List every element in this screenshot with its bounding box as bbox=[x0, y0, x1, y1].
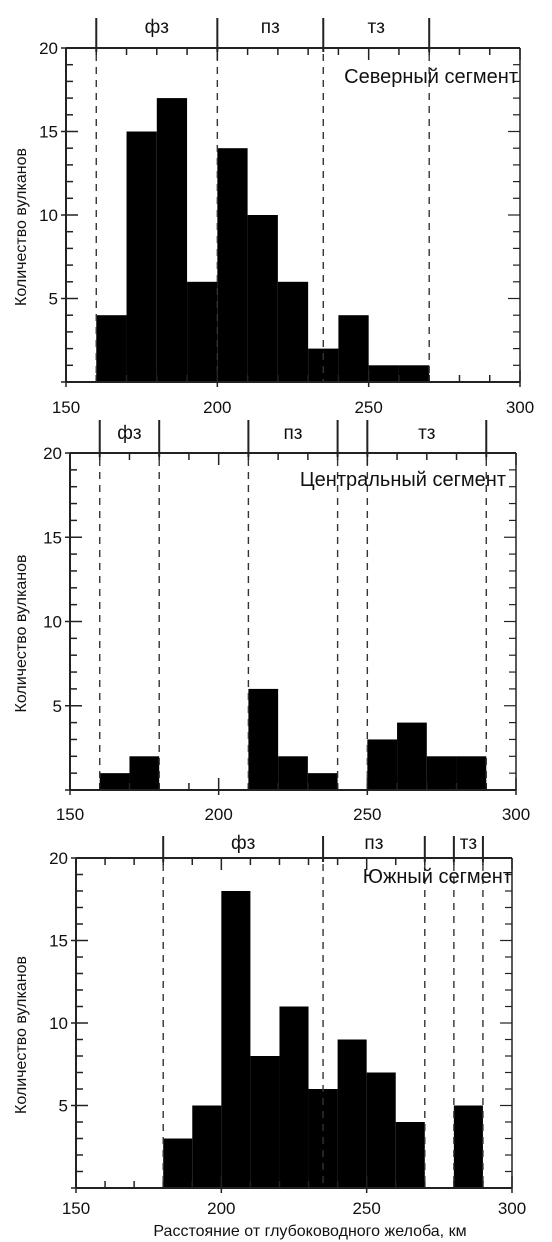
zone-label: пз bbox=[261, 17, 280, 38]
histogram-bar bbox=[338, 315, 369, 382]
y-tick-label: 10 bbox=[39, 206, 58, 225]
histogram-bar bbox=[247, 215, 278, 382]
histogram-bar bbox=[368, 365, 399, 382]
zone-label: тз bbox=[460, 833, 477, 854]
x-tick-label: 200 bbox=[204, 805, 232, 824]
histogram-bar bbox=[453, 1105, 483, 1188]
histogram-bar bbox=[192, 1105, 222, 1188]
y-axis-title: Количество вулканов bbox=[13, 148, 30, 306]
zone-label: тз bbox=[368, 17, 385, 38]
y-tick-label: 20 bbox=[43, 444, 62, 463]
histogram-bar bbox=[96, 315, 127, 382]
y-tick-label: 20 bbox=[49, 849, 68, 868]
histogram-bar bbox=[366, 1072, 396, 1188]
histogram-panel-1: фз пз тз 150 200 250 300 5 10 15 20 Количество вулк… bbox=[13, 17, 534, 417]
histogram-bar bbox=[395, 1122, 425, 1188]
histogram-bar bbox=[126, 131, 157, 382]
segment-title: Северный сегмент bbox=[344, 66, 518, 88]
histogram-bar bbox=[156, 98, 188, 382]
zone-label: фз bbox=[117, 423, 141, 444]
x-tick-label: 300 bbox=[506, 398, 534, 417]
histogram-bar bbox=[129, 756, 160, 790]
zone-label: пз bbox=[284, 423, 303, 444]
zone-label: пз bbox=[364, 833, 383, 854]
y-tick-label: 5 bbox=[53, 697, 62, 716]
histogram-bar bbox=[307, 773, 338, 790]
y-axis-title: Количество вулканов bbox=[13, 555, 30, 713]
x-tick-label: 250 bbox=[352, 1199, 380, 1218]
y-axis-title: Количество вулканов bbox=[13, 956, 30, 1114]
histogram-bar bbox=[250, 1056, 280, 1188]
histogram-bar bbox=[217, 148, 248, 382]
segment-title: Южный сегмент bbox=[363, 866, 512, 888]
x-tick-label: 300 bbox=[498, 1199, 526, 1218]
x-tick-label: 300 bbox=[502, 805, 530, 824]
histogram-bar bbox=[426, 756, 457, 790]
x-tick-label: 150 bbox=[52, 398, 80, 417]
histogram-bar bbox=[367, 739, 398, 790]
histogram-bar bbox=[337, 1039, 367, 1188]
x-tick-label: 150 bbox=[56, 805, 84, 824]
y-tick-label: 15 bbox=[39, 123, 58, 142]
y-tick-label: 5 bbox=[49, 290, 58, 309]
zone-label: фз bbox=[231, 833, 255, 854]
histogram-bar bbox=[278, 756, 308, 790]
x-axis-title: Расстояние от глубоководного желоба, км bbox=[153, 1223, 466, 1240]
y-tick-label: 10 bbox=[43, 613, 62, 632]
x-tick-label: 200 bbox=[203, 398, 231, 417]
y-tick-label: 15 bbox=[43, 528, 62, 547]
histogram-panel-3: фз пз тз 150 200 250 300 5 10 15 20 Количество вулк… bbox=[13, 833, 526, 1240]
histogram-bar bbox=[187, 281, 218, 382]
histogram-bar bbox=[456, 756, 487, 790]
y-tick-label: 15 bbox=[49, 932, 68, 951]
y-tick-label: 20 bbox=[39, 39, 58, 58]
histogram-panel-2: фз пз тз 150 200 250 300 5 10 15 20 Количество вулк… bbox=[13, 420, 530, 824]
x-tick-label: 250 bbox=[353, 805, 381, 824]
histogram-bar bbox=[277, 281, 309, 382]
x-tick-label: 150 bbox=[62, 1199, 90, 1218]
histogram-bar bbox=[221, 891, 251, 1188]
histogram-bar bbox=[248, 688, 279, 790]
histogram-bar bbox=[397, 722, 427, 790]
histogram-bar bbox=[163, 1138, 193, 1188]
zone-label: фз bbox=[145, 17, 169, 38]
segment-title: Центральный сегмент bbox=[300, 469, 506, 491]
x-tick-label: 200 bbox=[207, 1199, 235, 1218]
y-tick-label: 10 bbox=[49, 1014, 68, 1033]
histogram-bar bbox=[398, 365, 430, 382]
histogram-bar bbox=[279, 1006, 309, 1188]
zone-label: тз bbox=[418, 423, 435, 444]
y-tick-label: 5 bbox=[59, 1097, 68, 1116]
histogram-bar bbox=[99, 773, 130, 790]
x-tick-label: 250 bbox=[354, 398, 382, 417]
